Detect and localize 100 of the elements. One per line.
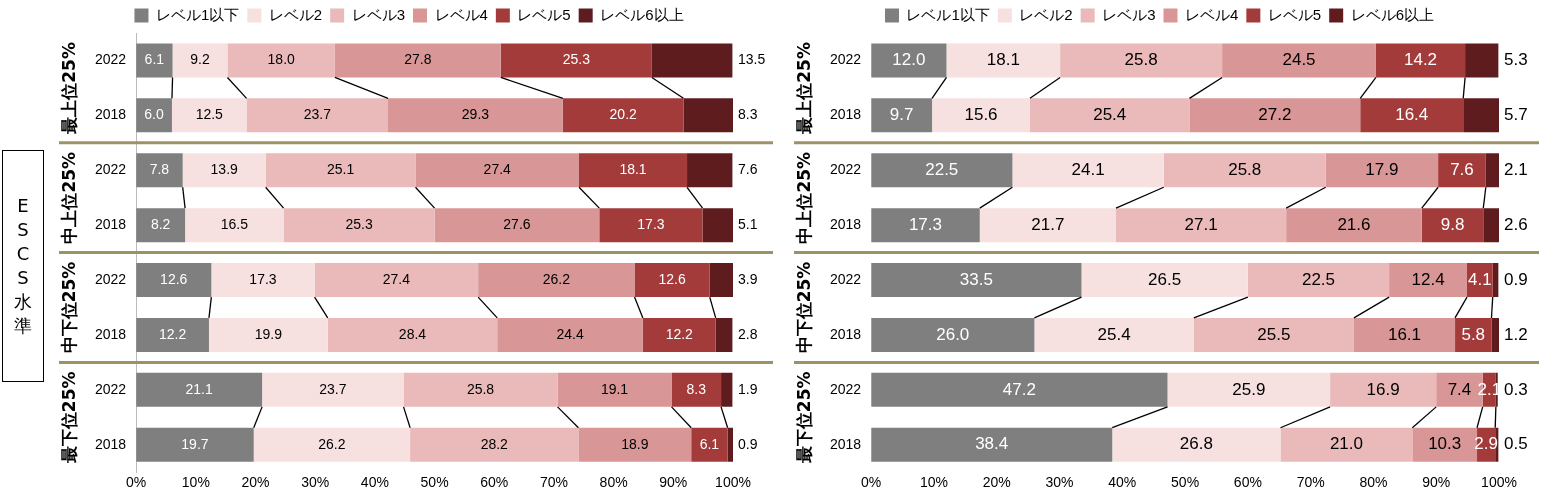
bar <box>721 372 733 407</box>
bar <box>671 372 722 407</box>
data-label: 1.2 <box>1504 324 1528 344</box>
bar <box>1421 208 1484 243</box>
x-tick-label: 70% <box>539 474 568 491</box>
bar <box>727 427 733 462</box>
data-label: 26.0 <box>936 324 970 344</box>
data-label: 8.2 <box>150 216 171 233</box>
legend-label: レベル6以上 <box>1350 5 1435 23</box>
bar <box>871 153 1013 188</box>
data-label: 21.1 <box>185 380 213 397</box>
data-label: 5.3 <box>1504 50 1528 70</box>
data-label: 27.2 <box>1258 105 1292 125</box>
y-tick-label: 2022 <box>829 380 862 397</box>
bar <box>1375 43 1466 78</box>
bar <box>1193 317 1354 352</box>
bar <box>497 317 643 352</box>
y-tick-label: 2018 <box>829 106 862 123</box>
bar <box>1389 263 1467 298</box>
data-label: 10.3 <box>1428 434 1462 454</box>
x-tick-label: 60% <box>1233 474 1262 491</box>
bar <box>136 372 263 407</box>
text: 中下位25% <box>794 261 815 354</box>
data-label: 9.8 <box>1440 214 1465 234</box>
bar <box>871 427 1113 462</box>
bar <box>136 43 173 78</box>
data-label: 16.9 <box>1366 379 1400 399</box>
data-label: 17.3 <box>249 270 277 287</box>
x-tick-label: 60% <box>480 474 509 491</box>
bar <box>871 208 980 243</box>
bar <box>702 208 733 243</box>
data-label: 16.4 <box>1395 105 1429 125</box>
x-tick-label: 30% <box>301 474 330 491</box>
data-label: 25.3 <box>562 51 591 68</box>
bar <box>1360 98 1464 133</box>
x-tick-label: 100% <box>715 474 751 491</box>
data-label: 6.1 <box>144 51 165 68</box>
x-tick-label: 10% <box>919 474 948 491</box>
x-tick-label: 40% <box>360 474 389 491</box>
y-tick-label: 2018 <box>94 106 127 123</box>
data-label: 27.1 <box>1184 214 1218 234</box>
data-label: 13.9 <box>210 161 239 178</box>
bar <box>1438 153 1486 188</box>
x-tick-label: 0% <box>861 474 882 491</box>
data-label: 29.3 <box>461 106 490 123</box>
x-tick-label: 30% <box>1045 474 1074 491</box>
data-label: 2.6 <box>1504 214 1528 234</box>
data-label: 2.1 <box>1504 159 1528 179</box>
data-label: 0.9 <box>738 435 758 452</box>
legend-label: レベル2 <box>268 5 323 23</box>
bar <box>562 98 684 133</box>
data-label: 16.1 <box>1387 324 1422 344</box>
bar <box>185 208 284 243</box>
bar <box>182 153 266 188</box>
bar <box>1465 43 1499 78</box>
data-label: 17.3 <box>908 214 942 234</box>
bar <box>946 43 1061 78</box>
legend-label: レベル3 <box>1102 5 1156 23</box>
data-label: 6.1 <box>699 435 720 452</box>
x-tick-label: 100% <box>1481 474 1517 491</box>
data-label: 21.0 <box>1329 434 1363 454</box>
bar <box>1483 208 1499 243</box>
bar <box>262 372 404 407</box>
legend-label: レベル2 <box>1019 5 1073 23</box>
data-label: 25.4 <box>1093 105 1127 125</box>
data-label: 27.8 <box>404 51 432 68</box>
bar <box>1081 263 1248 298</box>
data-label: 27.6 <box>503 216 531 233</box>
data-label: 25.5 <box>1257 324 1291 344</box>
data-label: 19.1 <box>600 380 629 397</box>
bar <box>715 317 733 352</box>
data-label: 8.3 <box>686 380 707 397</box>
data-label: 0.9 <box>1504 269 1528 289</box>
data-label: 13.5 <box>738 51 766 68</box>
data-label: 23.7 <box>303 106 332 123</box>
data-label: 24.5 <box>1282 50 1316 70</box>
bar <box>403 372 558 407</box>
data-label: 21.7 <box>1031 214 1065 234</box>
bar <box>253 427 411 462</box>
text: 最下位25% <box>794 371 815 465</box>
y-tick-label: 2022 <box>94 161 127 178</box>
bar <box>1116 208 1287 243</box>
bar <box>1325 153 1439 188</box>
bar <box>415 153 580 188</box>
bar <box>1247 263 1390 298</box>
data-label: 8.3 <box>738 106 758 123</box>
data-label: 24.1 <box>1071 159 1105 179</box>
bar <box>136 263 212 298</box>
data-label: 5.7 <box>1504 105 1528 125</box>
y-tick-label: 2022 <box>94 270 127 287</box>
x-tick-label: 80% <box>1359 474 1388 491</box>
bar <box>208 317 328 352</box>
data-label: 0.3 <box>1504 379 1528 399</box>
data-label: 12.4 <box>1411 269 1445 289</box>
bar <box>246 98 389 133</box>
bar <box>1330 372 1437 407</box>
bar <box>1163 153 1326 188</box>
bar <box>1167 372 1331 407</box>
bar <box>1060 43 1223 78</box>
legend-label: レベル1以下 <box>906 5 990 23</box>
